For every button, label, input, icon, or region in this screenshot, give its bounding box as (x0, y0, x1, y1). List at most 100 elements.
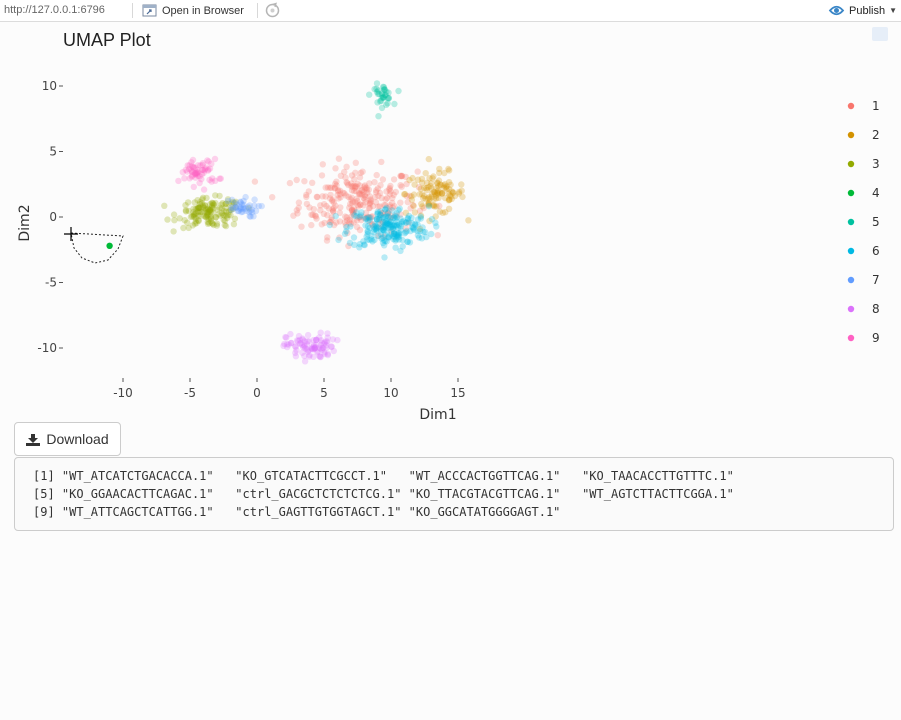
data-point (383, 188, 390, 195)
data-point (286, 179, 294, 187)
data-point (429, 175, 436, 182)
data-point (385, 224, 392, 232)
data-point (214, 206, 221, 213)
data-point (206, 206, 213, 213)
browser-window-icon (142, 4, 157, 17)
data-point (324, 339, 331, 346)
data-point (436, 202, 443, 210)
data-point (425, 155, 432, 163)
data-point (395, 233, 403, 240)
data-point (194, 166, 201, 173)
data-point (391, 214, 398, 221)
legend-item[interactable]: 8 (847, 302, 880, 316)
data-point (305, 188, 312, 195)
data-point (446, 192, 454, 199)
legend-item[interactable]: 5 (847, 215, 880, 229)
data-point (182, 202, 189, 209)
data-point (368, 236, 375, 243)
data-point (238, 208, 245, 216)
open-in-browser-label: Open in Browser (162, 4, 244, 17)
data-point (303, 191, 310, 199)
data-point (350, 234, 358, 241)
data-point (220, 207, 228, 215)
data-point (429, 202, 437, 209)
data-point (394, 224, 402, 231)
data-point (184, 168, 191, 175)
legend-label: 6 (872, 244, 880, 258)
publish-icon (828, 5, 845, 16)
data-point (348, 206, 356, 214)
data-point (374, 185, 382, 192)
legend-item[interactable]: 2 (847, 128, 880, 142)
data-point (195, 172, 202, 180)
data-point (284, 343, 291, 351)
data-point (433, 189, 441, 196)
legend-item[interactable]: 7 (847, 273, 880, 287)
data-point (410, 224, 417, 231)
data-point (393, 214, 401, 221)
data-point (207, 208, 214, 216)
data-point (396, 205, 403, 212)
data-point (389, 207, 396, 214)
data-point (386, 220, 393, 227)
data-point (383, 220, 390, 227)
data-point (306, 351, 313, 359)
data-point (240, 205, 247, 213)
data-point (421, 184, 428, 192)
data-point (417, 213, 424, 220)
data-point (416, 207, 424, 215)
legend-marker (847, 102, 855, 110)
data-point (411, 226, 418, 234)
data-point (362, 209, 370, 216)
data-point (191, 220, 199, 227)
data-point (356, 191, 363, 198)
legend-item[interactable]: 1 (847, 99, 880, 113)
data-point (374, 99, 381, 106)
data-point (399, 243, 406, 250)
data-point (385, 94, 393, 102)
legend-item[interactable]: 9 (847, 331, 880, 345)
data-point (210, 201, 217, 209)
legend-marker (847, 160, 855, 168)
data-point (393, 231, 400, 238)
data-point (351, 182, 358, 189)
data-point (386, 186, 393, 193)
data-point (306, 353, 313, 360)
data-point (204, 208, 211, 216)
data-point (434, 189, 441, 197)
data-point (193, 171, 201, 178)
data-point (355, 203, 362, 210)
data-point (436, 165, 443, 173)
data-point (366, 180, 373, 187)
legend-item[interactable]: 4 (847, 186, 880, 200)
data-point (227, 206, 235, 213)
data-point (295, 204, 302, 211)
legend-item[interactable]: 6 (847, 244, 880, 258)
data-point (190, 164, 197, 171)
refresh-icon[interactable] (264, 2, 281, 19)
open-in-browser-button[interactable]: Open in Browser (142, 2, 244, 19)
data-point (305, 338, 313, 345)
data-point (320, 210, 328, 217)
data-point (229, 205, 237, 213)
data-point (295, 199, 303, 206)
data-point (309, 345, 316, 352)
data-point (420, 204, 427, 212)
download-button[interactable]: Download (14, 422, 121, 456)
data-point (346, 239, 354, 247)
data-point (335, 155, 343, 162)
lasso-selection[interactable] (64, 227, 124, 264)
data-point (356, 189, 363, 197)
plot-modebar-icon[interactable] (872, 27, 888, 41)
data-point (351, 241, 358, 248)
data-point (351, 187, 358, 195)
data-point (364, 227, 371, 235)
data-point (445, 185, 453, 193)
data-point (310, 206, 317, 213)
data-point (341, 168, 348, 176)
data-point (208, 215, 215, 222)
data-point (425, 201, 432, 208)
publish-button[interactable]: Publish ▼ (828, 2, 897, 19)
legend-item[interactable]: 3 (847, 157, 880, 171)
